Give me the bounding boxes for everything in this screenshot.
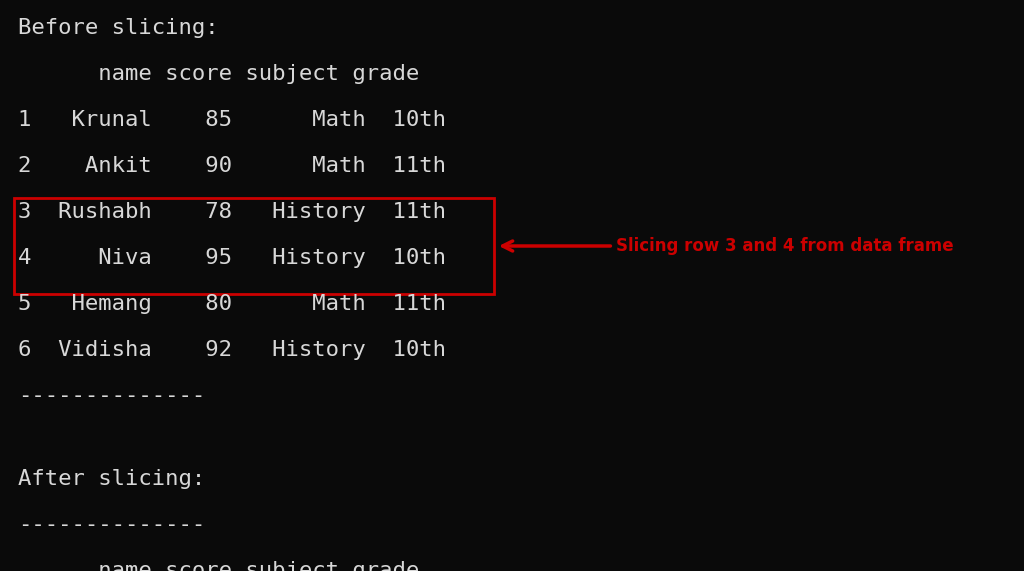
Text: 2    Ankit    90      Math  11th: 2 Ankit 90 Math 11th	[18, 156, 446, 176]
Bar	[14, 198, 494, 294]
Text: Slicing row 3 and 4 from data frame: Slicing row 3 and 4 from data frame	[503, 237, 953, 255]
Text: 1   Krunal    85      Math  10th: 1 Krunal 85 Math 10th	[18, 110, 446, 130]
Text: name score subject grade: name score subject grade	[18, 561, 419, 571]
Text: After slicing:: After slicing:	[18, 469, 205, 489]
Text: Before slicing:: Before slicing:	[18, 18, 219, 38]
Text: --------------: --------------	[18, 386, 205, 406]
Text: 3  Rushabh    78   History  11th: 3 Rushabh 78 History 11th	[18, 202, 446, 222]
Text: 6  Vidisha    92   History  10th: 6 Vidisha 92 History 10th	[18, 340, 446, 360]
Text: name score subject grade: name score subject grade	[18, 64, 419, 84]
Text: 5   Hemang    80      Math  11th: 5 Hemang 80 Math 11th	[18, 294, 446, 314]
Text: --------------: --------------	[18, 515, 205, 535]
Text: 4     Niva    95   History  10th: 4 Niva 95 History 10th	[18, 248, 446, 268]
